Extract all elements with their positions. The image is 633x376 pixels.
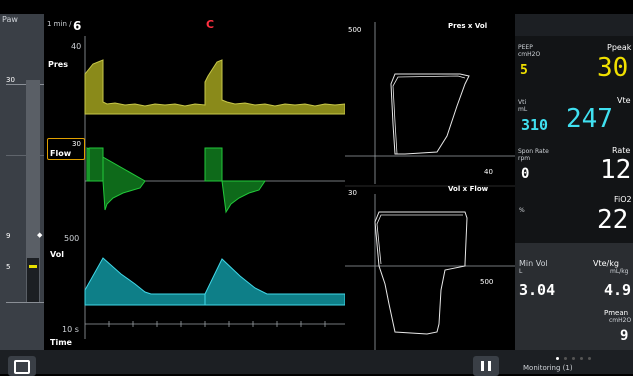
vf-loop [374, 211, 468, 335]
vol-label: Vol [50, 250, 64, 259]
paw-scale-line-mid [6, 155, 44, 156]
ppeak-value[interactable]: 30 [597, 53, 629, 83]
spon-rate-value[interactable]: 0 [521, 166, 530, 182]
peep-value[interactable]: 5 [520, 63, 528, 78]
min-vol-unit: L [519, 268, 523, 275]
pause-icon-bar-right [488, 361, 491, 371]
pv-ymax: 500 [348, 26, 362, 34]
alert-letter: C [206, 18, 215, 31]
min-vol-value[interactable]: 3.04 [519, 281, 556, 299]
sweep-unit: 1 min / [47, 20, 72, 28]
paw-scale-line-top [6, 84, 44, 85]
pv-xmax: 40 [484, 168, 493, 176]
page-dot[interactable] [564, 357, 567, 360]
parameter-panel-header [515, 14, 633, 36]
sweep-value: 6 [73, 19, 82, 33]
top-strip [0, 0, 633, 14]
page-dot[interactable] [580, 357, 583, 360]
vf-title: Vol x Flow [448, 185, 489, 193]
peep-label: PEEP [518, 44, 533, 51]
paw-label: Paw [2, 15, 18, 24]
page-dot[interactable] [572, 357, 575, 360]
waveform-svg [84, 36, 346, 339]
pres-scale-max: 40 [71, 42, 82, 51]
flow-selected-frame[interactable] [47, 138, 85, 160]
pmean-label: Pmean [604, 309, 629, 317]
fio2-value[interactable]: 22 [597, 205, 629, 235]
spon-rate-unit: rpm [518, 155, 531, 162]
paw-peep-marker [29, 265, 37, 268]
time-label: Time [50, 338, 72, 347]
vf-loop-trace-2 [376, 214, 463, 265]
loops-svg [345, 22, 515, 350]
vte-label: Vte [617, 96, 631, 105]
flow-label: Flow [50, 149, 72, 158]
pv-title: Pres x Vol [448, 22, 488, 30]
pv-loop [390, 73, 470, 155]
paw-scale-line-bottom [6, 302, 44, 303]
vti-label: Vti [518, 99, 527, 106]
paw-gauge-track [26, 80, 40, 302]
bottom-bar [0, 350, 633, 374]
vte-value[interactable]: 247 [566, 104, 613, 134]
vte-kg-value[interactable]: 4.9 [604, 281, 632, 299]
fio2-label: FiO2 [614, 195, 632, 204]
vti-value[interactable]: 310 [521, 116, 549, 134]
rate-label: Rate [612, 146, 631, 155]
rate-value[interactable]: 12 [600, 155, 632, 185]
screen-icon [14, 360, 30, 374]
freeze-button[interactable] [473, 356, 499, 376]
paw-peak-marker-icon: ◆ [37, 231, 43, 239]
page-dot-active[interactable] [556, 357, 559, 360]
min-vol-label: Min Vol [519, 259, 548, 268]
paw-scale-low: 5 [6, 263, 11, 271]
vol-scale-max: 500 [64, 234, 80, 243]
flow-insp-2 [204, 147, 223, 182]
pmean-value[interactable]: 9 [620, 328, 629, 344]
peep-unit: cmH2O [518, 51, 541, 58]
ppeak-label: Ppeak [607, 43, 632, 52]
flow-waveform-2 [221, 180, 266, 214]
spon-rate-label: Spon Rate [518, 148, 549, 155]
vti-unit: mL [518, 106, 528, 113]
time-span: 10 s [62, 325, 79, 334]
pmean-unit: cmH2O [609, 317, 632, 324]
pv-loop-trace-2 [392, 75, 466, 155]
flow-insp-1 [88, 147, 104, 182]
volume-waveform-1 [84, 257, 206, 306]
page-dot[interactable] [588, 357, 591, 360]
monitoring-tab-label[interactable]: Monitoring (1) [523, 364, 573, 372]
fio2-unit: % [519, 207, 525, 214]
pause-icon-bar-left [481, 361, 484, 371]
flow-scale-max: 30 [72, 140, 81, 148]
pressure-waveform [84, 59, 346, 115]
loops-area [345, 14, 515, 350]
paw-scale-mid: 9 [6, 232, 11, 240]
vf-ymax: 30 [348, 189, 357, 197]
vte-kg-label: Vte/kg [593, 259, 619, 268]
waveform-area [45, 14, 346, 350]
paw-scale-top: 30 [6, 76, 15, 84]
paw-gauge-fill [27, 258, 39, 302]
parameter-panel-lower [515, 243, 633, 350]
pres-label: Pres [48, 60, 68, 69]
volume-waveform-2 [204, 258, 346, 306]
time-ticks [108, 321, 326, 327]
vte-kg-unit: mL/kg [610, 268, 629, 275]
vf-xmax: 500 [480, 278, 494, 286]
